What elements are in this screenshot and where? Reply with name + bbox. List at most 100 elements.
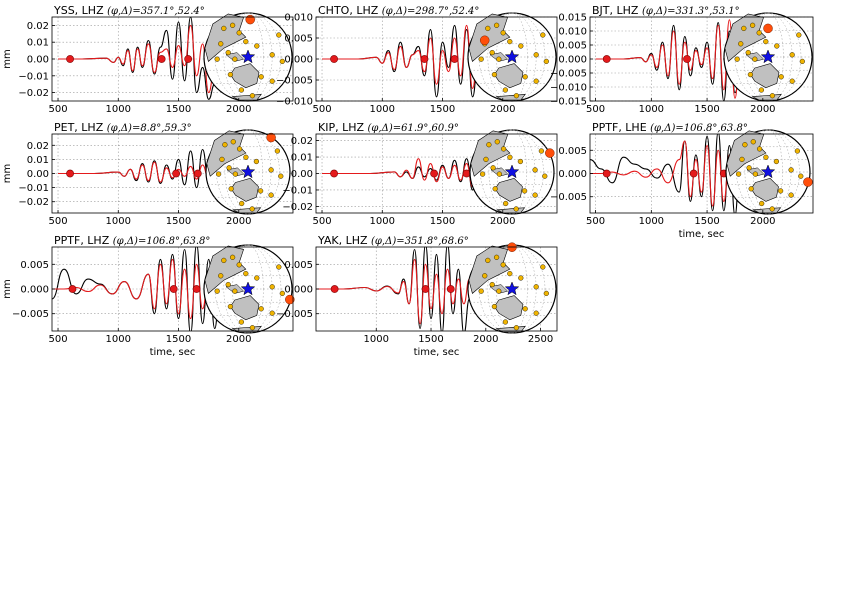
station-dot-icon (735, 171, 742, 177)
phase-marker (446, 285, 455, 293)
active-station-dot (266, 132, 276, 143)
station-dot-icon (274, 148, 281, 154)
station-dot-icon (745, 49, 751, 56)
seismogram-panel: 500 1000 1500 2000 −0.015 −0.010 −0.005 0.000 0.… (550, 4, 814, 115)
station-dot-icon (269, 78, 275, 84)
globe-inset-icon (467, 242, 557, 334)
phase-marker (157, 55, 166, 63)
station-dot-icon (741, 25, 747, 32)
x-tick-label: 500 (48, 334, 67, 345)
station-dot-icon (239, 200, 245, 207)
station-dot-icon (243, 154, 249, 160)
station-dot-icon (494, 139, 500, 145)
seismogram-panel: 500 1000 1500 2000 −0.010 −0.005 0.000 0.005 0.0… (276, 4, 558, 115)
station-dot-icon (478, 56, 484, 62)
active-station-dot (245, 14, 255, 25)
panel-title-angles: (φ,Δ)=106.8°,63.8° (113, 236, 211, 247)
phase-marker (193, 169, 202, 178)
x-tick-label: 1000 (106, 334, 131, 345)
event-star-icon (760, 164, 776, 179)
y-tick-label: −0.010 (276, 97, 313, 108)
y-tick-label: 0.000 (284, 285, 313, 296)
globe-inset-icon (467, 12, 557, 102)
phase-marker (421, 285, 430, 293)
traces (595, 19, 747, 101)
station-dot-icon (269, 52, 275, 58)
station-dot-icon (513, 325, 520, 331)
y-tick-label: 0.000 (284, 55, 313, 66)
x-tick-label: 1500 (418, 334, 443, 345)
x-tick-label: 2000 (473, 334, 498, 345)
phase-marker (184, 55, 193, 63)
x-tick-label: 2500 (528, 334, 553, 345)
station-dot-icon (742, 142, 748, 148)
station-dot-icon (763, 38, 769, 45)
y-tick-label: 0.005 (558, 41, 587, 52)
station-dot-icon (798, 173, 804, 179)
station-dot-icon (738, 41, 744, 47)
panel-title-station: KIP, LHZ (318, 121, 368, 134)
globe-land-asia (470, 130, 511, 177)
station-dot-icon (759, 200, 765, 207)
phase-marker (66, 55, 74, 63)
panel-title-angles: (φ,Δ)=331.3°,53.1° (642, 6, 740, 17)
y-tick-label: 0.000 (558, 55, 587, 66)
panel-title-station: YAK, LHZ (317, 234, 371, 247)
x-axis-label: time, sec (679, 229, 725, 240)
station-dot-icon (228, 186, 234, 192)
station-dot-icon (221, 257, 227, 264)
station-dot-icon (227, 304, 234, 310)
x-tick-label: 1500 (430, 104, 455, 115)
station-dot-icon (517, 158, 524, 165)
panel-title: BJT, LHZ (φ,Δ)=331.3°,53.1° (592, 4, 740, 17)
x-tick-label: 500 (312, 104, 331, 115)
station-dot-icon (502, 87, 509, 93)
station-dot-icon (752, 171, 759, 177)
active-station-dot (479, 35, 490, 46)
panel-title-station: PET, LHZ (54, 121, 107, 134)
station-dot-icon (794, 148, 801, 154)
station-dot-icon (500, 30, 506, 36)
station-dot-icon (739, 156, 745, 163)
seismogram-panel: 500 1000 1500 2000 −0.02 −0.01 0.00 0.01 0.02 PET… (2, 121, 294, 227)
x-tick-label: 2000 (750, 216, 775, 227)
panel-title: PET, LHZ (φ,Δ)=8.8°,59.3° (54, 121, 192, 134)
station-dot-icon (501, 146, 507, 152)
station-dot-icon (258, 74, 264, 80)
station-dot-icon (490, 165, 496, 171)
y-tick-label: −0.010 (550, 83, 587, 94)
station-dot-icon (219, 156, 225, 163)
event-star-icon (760, 49, 776, 64)
x-tick-label: 1500 (166, 334, 191, 345)
phase-marker (66, 169, 74, 178)
station-dot-icon (478, 288, 484, 294)
panel-title: YSS, LHZ (φ,Δ)=357.1°,52.4° (53, 4, 205, 17)
globe-inset-icon (469, 129, 555, 215)
synthetic-trace (316, 258, 481, 325)
station-dot-icon (491, 304, 498, 310)
phase-marker (602, 169, 611, 178)
station-dot-icon (788, 192, 794, 198)
station-dot-icon (533, 284, 539, 290)
station-dot-icon (258, 188, 264, 194)
station-dot-icon (230, 139, 236, 145)
station-dot-icon (756, 146, 763, 152)
x-tick-label: 1000 (639, 104, 664, 115)
x-tick-label: 2000 (226, 104, 251, 115)
y-tick-label: −0.01 (18, 183, 49, 194)
station-dot-icon (747, 71, 754, 78)
station-dot-icon (214, 288, 220, 294)
phase-marker (602, 55, 611, 63)
x-tick-label: 2000 (490, 216, 515, 227)
y-axis-label: mm (2, 164, 13, 183)
station-dot-icon (269, 284, 275, 290)
y-tick-label: −0.005 (276, 76, 313, 87)
y-tick-label: −0.005 (276, 309, 313, 320)
station-dot-icon (763, 154, 769, 160)
phase-marker (330, 55, 338, 63)
y-tick-label: −0.005 (550, 192, 587, 203)
y-tick-label: 0.00 (27, 55, 49, 66)
phase-marker (430, 169, 438, 178)
station-dot-icon (540, 264, 546, 270)
station-dot-icon (249, 325, 256, 331)
